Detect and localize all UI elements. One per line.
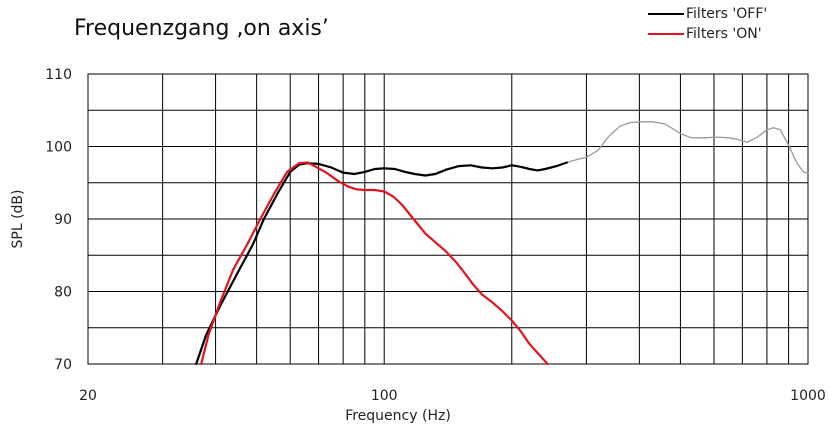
y-tick-label: 80 [54,285,72,301]
series-layer [195,121,809,366]
legend-item-on: Filters 'ON' [648,24,767,44]
y-tick-label: 100 [45,140,72,156]
y-axis-label: SPL (dB) [10,190,26,249]
series-line-filters-on [200,161,549,366]
chart-title: Frequenzgang ‚on axis’ [74,16,329,41]
y-tick-label: 70 [54,357,72,373]
x-tick-label: 20 [79,388,97,404]
x-axis-label: Frequency (Hz) [345,408,451,424]
legend-label-off: Filters 'OFF' [686,6,768,22]
plot-frame [87,73,809,365]
legend-item-off: Filters 'OFF' [648,4,767,24]
y-tick-label: 90 [54,212,72,228]
grid [87,73,809,365]
legend-label-on: Filters 'ON' [686,26,762,42]
plot-border [87,73,809,365]
x-tick-label: 100 [371,388,398,404]
legend-swatch-on [648,33,684,35]
series-line-filters-off [195,161,569,366]
legend-swatch-off [648,13,684,15]
x-tick-label: 1000 [790,388,826,404]
tick-labels: 70 80 90 100 110 20 100 1000 [45,67,826,404]
y-tick-label: 110 [45,67,72,83]
legend: Filters 'OFF' Filters 'ON' [648,4,767,44]
series-line-extended [566,121,809,174]
